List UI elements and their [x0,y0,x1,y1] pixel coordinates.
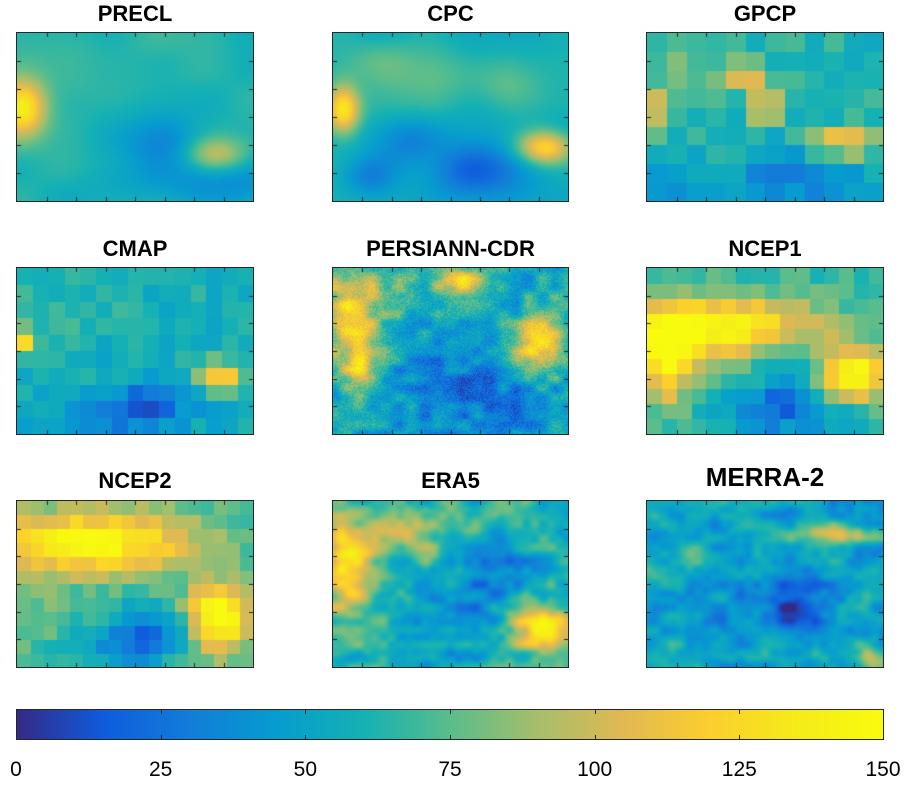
panel-cpc: CPC [332,0,569,202]
panel-title: CPC [427,1,474,26]
colorbar-tick [305,709,307,714]
panel-cmap: CMAP [16,236,254,435]
panel-ncep2: NCEP2 [16,468,254,668]
heatmap-plot [16,32,254,202]
heatmap-canvas [17,268,253,434]
heatmap-plot [332,32,569,202]
heatmap-canvas [333,501,568,667]
colorbar-tick-label: 125 [721,758,757,781]
colorbar [16,709,884,740]
colorbar-tick [450,735,451,740]
colorbar-tick [160,709,162,714]
panel-title: CMAP [102,236,168,261]
colorbar-tick [160,735,162,740]
heatmap-canvas [647,501,883,667]
heatmap-plot [646,32,884,202]
heatmap-plot [332,500,569,668]
colorbar-tick-label: 100 [577,758,613,781]
heatmap-plot [16,500,254,668]
panel-precl: PRECL [16,0,254,202]
panel-title: PRECL [97,1,173,26]
colorbar-tick [594,709,596,714]
heatmap-canvas [333,268,568,434]
panel-era5: ERA5 [332,468,569,668]
heatmap-canvas [17,501,253,667]
panel-ncep1: NCEP1 [646,236,884,435]
colorbar-tick [305,735,307,740]
heatmap-canvas [333,33,568,201]
panel-title: NCEP2 [98,468,172,493]
panel-title: NCEP1 [728,236,802,261]
colorbar-tick-label: 150 [865,758,901,781]
panel-gpcp: GPCP [646,0,884,202]
colorbar-tick-label: 75 [438,758,462,781]
panel-persiann-cdr: PERSIANN-CDR [332,236,569,435]
panel-merra-2: MERRA-2 [646,462,884,668]
heatmap-plot [646,500,884,668]
panel-title: GPCP [733,1,797,26]
heatmap-plot [16,267,254,435]
colorbar-gradient [16,709,884,740]
heatmap-plot [332,267,569,435]
heatmap-plot [646,267,884,435]
colorbar-tick [450,709,451,714]
colorbar-tick-label: 25 [148,758,173,781]
colorbar-tick [739,709,741,714]
heatmap-canvas [647,268,883,434]
panel-title: PERSIANN-CDR [366,236,535,261]
panel-title: ERA5 [421,468,480,493]
colorbar-tick-label: 50 [293,758,318,781]
colorbar-tick [739,735,741,740]
panel-title: MERRA-2 [705,462,825,492]
heatmap-canvas [647,33,883,201]
colorbar-tick [594,735,596,740]
colorbar-tick-label: 0 [10,758,22,781]
heatmap-canvas [17,33,253,201]
